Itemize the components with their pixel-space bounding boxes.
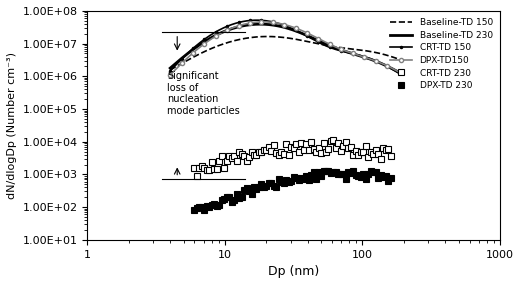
Line: CRT-TD 150: CRT-TD 150 (168, 18, 400, 75)
Text: Significant
loss of
nucleation
mode particles: Significant loss of nucleation mode part… (167, 71, 240, 116)
DPX-TD 230 (365, 172, 371, 176)
CRT-TD 150 (394, 71, 401, 74)
DPX-TD150 (302, 30, 308, 34)
X-axis label: Dp (nm): Dp (nm) (268, 265, 319, 278)
Line: Baseline-TD 230: Baseline-TD 230 (170, 24, 398, 72)
DPX-TD150 (260, 20, 267, 24)
CRT-TD 230 (191, 166, 197, 170)
DPX-TD150 (307, 33, 313, 36)
Baseline-TD 150 (167, 68, 173, 72)
DPX-TD150 (168, 72, 174, 76)
Baseline-TD 150 (303, 40, 309, 43)
CRT-TD 150 (307, 36, 313, 40)
Baseline-TD 150 (302, 39, 308, 43)
CRT-TD 230 (281, 153, 287, 156)
Baseline-TD 230 (394, 70, 401, 73)
Baseline-TD 230 (257, 23, 263, 26)
Baseline-TD 230 (168, 66, 174, 69)
CRT-TD 150 (168, 68, 174, 72)
Baseline-TD 230 (359, 55, 366, 58)
CRT-TD 230 (194, 174, 200, 178)
CRT-TD 230 (320, 141, 327, 144)
CRT-TD 230 (370, 152, 376, 156)
CRT-TD 230 (313, 150, 319, 153)
Line: Baseline-TD 150: Baseline-TD 150 (170, 36, 398, 70)
Baseline-TD 230 (307, 35, 313, 39)
DPX-TD150 (303, 31, 309, 34)
CRT-TD 230 (311, 148, 317, 151)
Baseline-TD 230 (303, 34, 309, 37)
DPX-TD150 (394, 70, 401, 73)
DPX-TD 230 (191, 209, 197, 212)
CRT-TD 230 (388, 154, 394, 158)
CRT-TD 150 (359, 54, 366, 58)
Y-axis label: dN/dlogDp (Number cm⁻³): dN/dlogDp (Number cm⁻³) (7, 52, 17, 199)
DPX-TD 230 (325, 169, 331, 173)
CRT-TD 150 (374, 60, 380, 63)
Baseline-TD 150 (359, 48, 366, 52)
CRT-TD 150 (167, 69, 173, 73)
DPX-TD 230 (311, 170, 317, 174)
CRT-TD 150 (302, 34, 308, 37)
DPX-TD 230 (388, 176, 394, 180)
DPX-TD150 (374, 60, 380, 63)
CRT-TD 150 (303, 34, 309, 37)
Line: CRT-TD 230: CRT-TD 230 (192, 138, 393, 179)
Legend: Baseline-TD 150, Baseline-TD 230, CRT-TD 150, DPX-TD150, CRT-TD 230, DPX-TD 230: Baseline-TD 150, Baseline-TD 230, CRT-TD… (387, 15, 495, 93)
Baseline-TD 230 (167, 66, 173, 70)
Baseline-TD 230 (302, 33, 308, 36)
DPX-TD 230 (278, 180, 284, 184)
CRT-TD 150 (254, 19, 260, 22)
DPX-TD 230 (318, 174, 324, 177)
Line: DPX-TD150: DPX-TD150 (168, 20, 400, 77)
DPX-TD150 (167, 73, 173, 77)
Baseline-TD 150 (374, 51, 380, 54)
Baseline-TD 150 (168, 68, 174, 71)
Baseline-TD 230 (374, 60, 380, 63)
Baseline-TD 150 (307, 40, 313, 44)
CRT-TD 230 (328, 139, 334, 143)
DPX-TD150 (359, 55, 366, 58)
Baseline-TD 150 (394, 57, 401, 60)
CRT-TD 230 (330, 139, 337, 142)
Baseline-TD 150 (265, 35, 271, 38)
DPX-TD 230 (368, 169, 374, 172)
Line: DPX-TD 230: DPX-TD 230 (192, 168, 393, 213)
DPX-TD 230 (308, 173, 314, 176)
